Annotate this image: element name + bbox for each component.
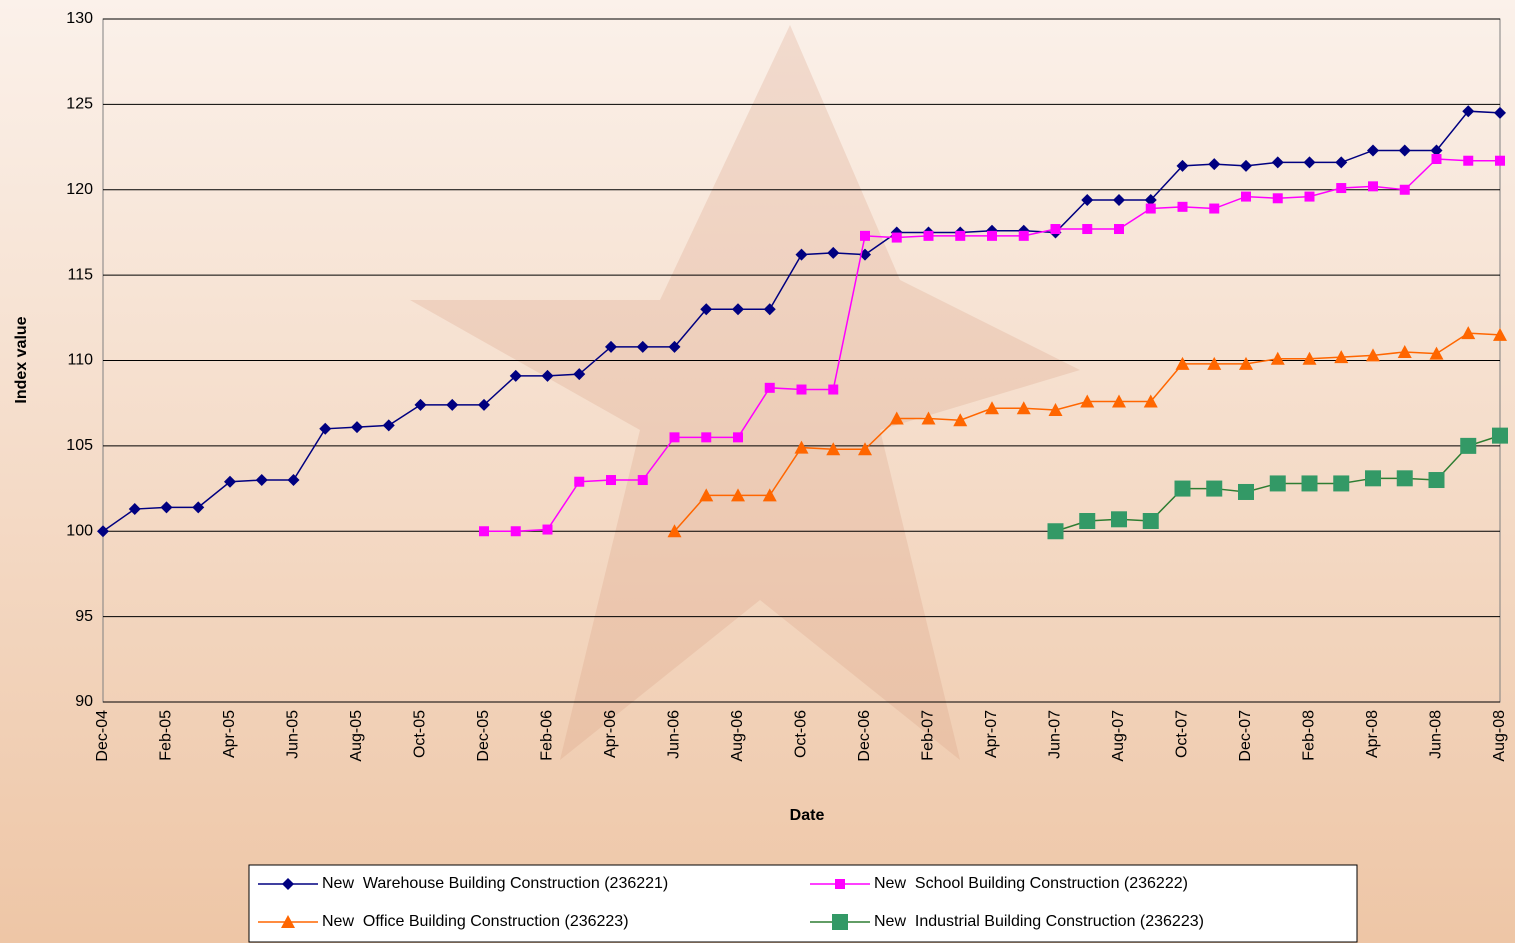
x-tick-label: Apr-07 bbox=[983, 710, 1000, 758]
marker bbox=[1270, 475, 1286, 491]
x-tick-label: Feb-07 bbox=[920, 710, 937, 761]
marker bbox=[1079, 513, 1095, 529]
marker bbox=[1305, 192, 1315, 202]
x-tick-label: Feb-06 bbox=[539, 710, 556, 761]
marker bbox=[1333, 475, 1349, 491]
marker bbox=[924, 231, 934, 241]
marker bbox=[1111, 511, 1127, 527]
marker bbox=[1400, 185, 1410, 195]
x-tick-label: Apr-05 bbox=[221, 710, 238, 758]
marker bbox=[1143, 513, 1159, 529]
chart: Date Index value 90 95 100 105 110 115 120 125 1… bbox=[0, 0, 1515, 943]
y-tick-label: 100 bbox=[66, 522, 93, 539]
marker bbox=[1463, 156, 1473, 166]
x-tick-label: Aug-08 bbox=[1491, 710, 1508, 762]
marker bbox=[1175, 481, 1191, 497]
marker bbox=[835, 879, 845, 889]
marker bbox=[1082, 224, 1092, 234]
marker bbox=[479, 526, 489, 536]
legend-label: New Industrial Building Construction (23… bbox=[874, 913, 1204, 930]
x-tick-label: Feb-05 bbox=[158, 710, 175, 761]
marker bbox=[987, 231, 997, 241]
x-tick-label: Jun-07 bbox=[1047, 710, 1064, 759]
y-axis-title: Index value bbox=[13, 316, 30, 403]
y-tick-label: 115 bbox=[67, 266, 93, 283]
y-tick-label: 90 bbox=[75, 693, 93, 710]
marker bbox=[765, 383, 775, 393]
marker bbox=[1273, 193, 1283, 203]
marker bbox=[955, 231, 965, 241]
marker bbox=[1397, 470, 1413, 486]
marker bbox=[832, 914, 848, 930]
marker bbox=[701, 432, 711, 442]
marker bbox=[1495, 156, 1505, 166]
x-tick-label: Apr-08 bbox=[1364, 710, 1381, 758]
marker bbox=[1238, 484, 1254, 500]
marker bbox=[543, 525, 553, 535]
marker bbox=[511, 526, 521, 536]
marker bbox=[638, 475, 648, 485]
x-axis-title: Date bbox=[790, 807, 825, 824]
y-tick-label: 95 bbox=[75, 608, 93, 625]
y-tick-label: 120 bbox=[66, 181, 93, 198]
marker bbox=[1365, 470, 1381, 486]
x-tick-label: Aug-05 bbox=[348, 710, 365, 762]
x-tick-label: Jun-05 bbox=[285, 710, 302, 759]
x-tick-label: Aug-07 bbox=[1110, 710, 1127, 762]
x-tick-label: Jun-06 bbox=[666, 710, 683, 759]
x-tick-label: Jun-08 bbox=[1428, 710, 1445, 759]
marker bbox=[1432, 154, 1442, 164]
marker bbox=[1178, 202, 1188, 212]
x-tick-label: Apr-06 bbox=[602, 710, 619, 758]
marker bbox=[1492, 428, 1508, 444]
y-tick-label: 105 bbox=[66, 437, 93, 454]
marker bbox=[1429, 472, 1445, 488]
marker bbox=[733, 432, 743, 442]
marker bbox=[1146, 204, 1156, 214]
x-tick-label: Oct-07 bbox=[1174, 710, 1191, 758]
marker bbox=[1114, 224, 1124, 234]
marker bbox=[574, 477, 584, 487]
y-tick-label: 110 bbox=[67, 352, 93, 369]
marker bbox=[860, 231, 870, 241]
x-tick-label: Aug-06 bbox=[729, 710, 746, 762]
marker bbox=[670, 432, 680, 442]
marker bbox=[797, 385, 807, 395]
x-tick-label: Feb-08 bbox=[1301, 710, 1318, 761]
x-tick-label: Oct-06 bbox=[793, 710, 810, 758]
y-tick-label: 130 bbox=[66, 10, 93, 27]
x-tick-label: Dec-07 bbox=[1237, 710, 1254, 762]
y-tick-label: 125 bbox=[66, 96, 93, 113]
marker bbox=[1460, 438, 1476, 454]
marker bbox=[1051, 224, 1061, 234]
marker bbox=[1209, 204, 1219, 214]
marker bbox=[1206, 481, 1222, 497]
x-tick-label: Dec-06 bbox=[856, 710, 873, 762]
x-tick-label: Dec-04 bbox=[94, 710, 111, 762]
marker bbox=[1336, 183, 1346, 193]
marker bbox=[1241, 192, 1251, 202]
marker bbox=[606, 475, 616, 485]
x-tick-label: Oct-05 bbox=[412, 710, 429, 758]
marker bbox=[828, 385, 838, 395]
legend-label: New Office Building Construction (236223… bbox=[322, 913, 629, 930]
marker bbox=[1368, 181, 1378, 191]
marker bbox=[1048, 523, 1064, 539]
legend-label: New School Building Construction (236222… bbox=[874, 875, 1188, 892]
marker bbox=[1019, 231, 1029, 241]
marker bbox=[892, 233, 902, 243]
x-tick-label: Dec-05 bbox=[475, 710, 492, 762]
marker bbox=[1302, 475, 1318, 491]
legend-label: New Warehouse Building Construction (236… bbox=[322, 875, 668, 892]
